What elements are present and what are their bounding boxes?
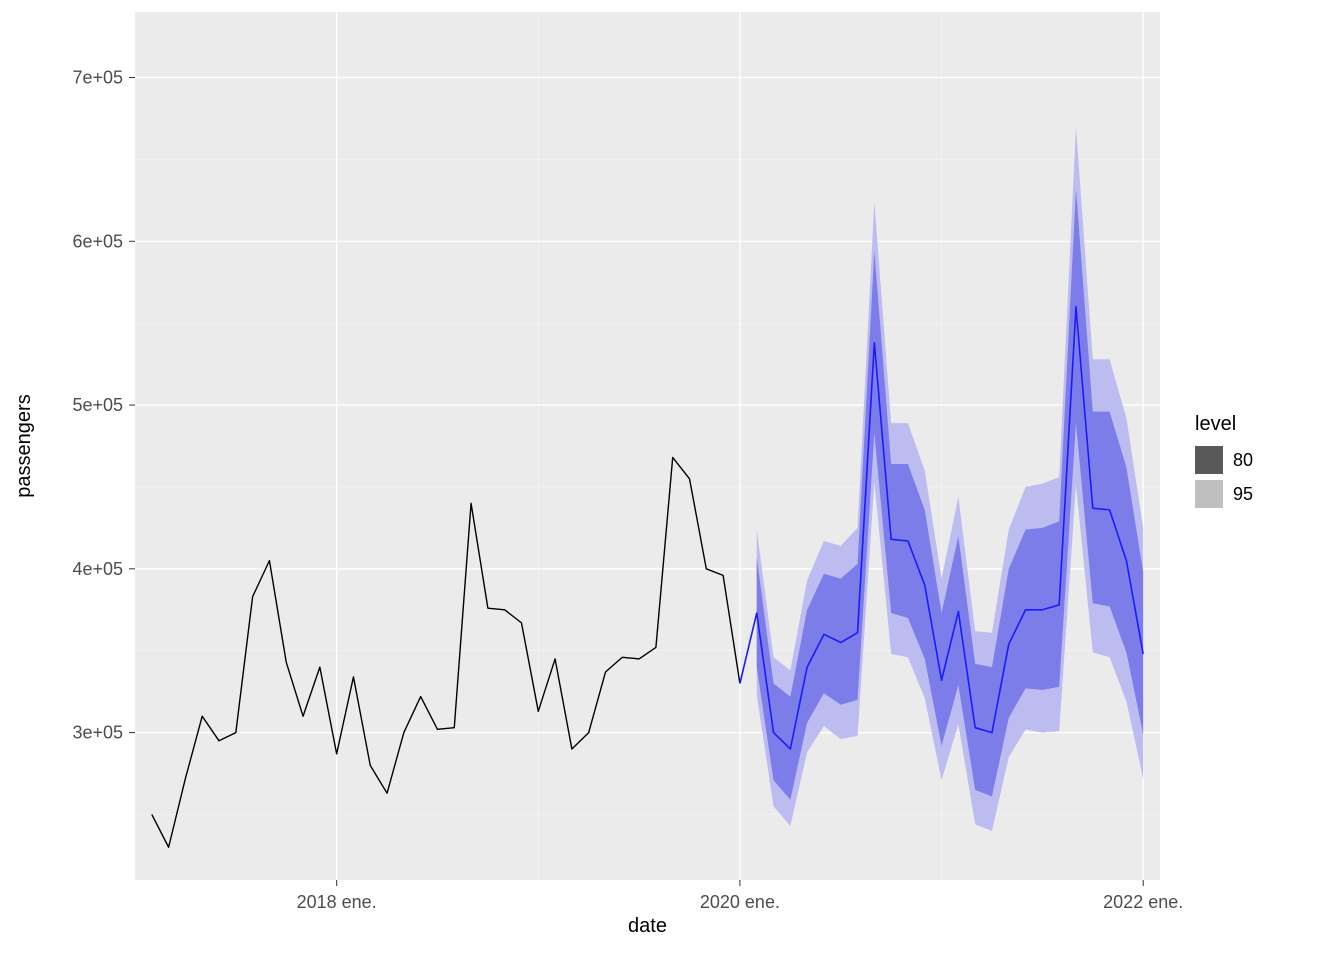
legend-title: level (1195, 413, 1236, 435)
y-tick-label: 5e+05 (72, 395, 123, 415)
legend-item-label: 80 (1233, 450, 1253, 470)
x-tick-label: 2022 ene. (1103, 892, 1183, 912)
legend-swatch (1195, 446, 1223, 474)
y-axis-title: passengers (13, 394, 35, 497)
y-tick-label: 6e+05 (72, 231, 123, 251)
y-tick-label: 3e+05 (72, 723, 123, 743)
forecast-chart: 2018 ene. 2020 ene. 2022 ene. 3e+05 4e+05 5e+… (0, 0, 1344, 960)
x-tick-label: 2020 ene. (700, 892, 780, 912)
legend-item-label: 95 (1233, 484, 1253, 504)
y-tick-label: 4e+05 (72, 559, 123, 579)
chart-container: 2018 ene. 2020 ene. 2022 ene. 3e+05 4e+05 5e+… (0, 0, 1344, 960)
x-axis-title: date (628, 915, 667, 937)
legend-swatch (1195, 480, 1223, 508)
x-tick-label: 2018 ene. (297, 892, 377, 912)
y-tick-label: 7e+05 (72, 68, 123, 88)
